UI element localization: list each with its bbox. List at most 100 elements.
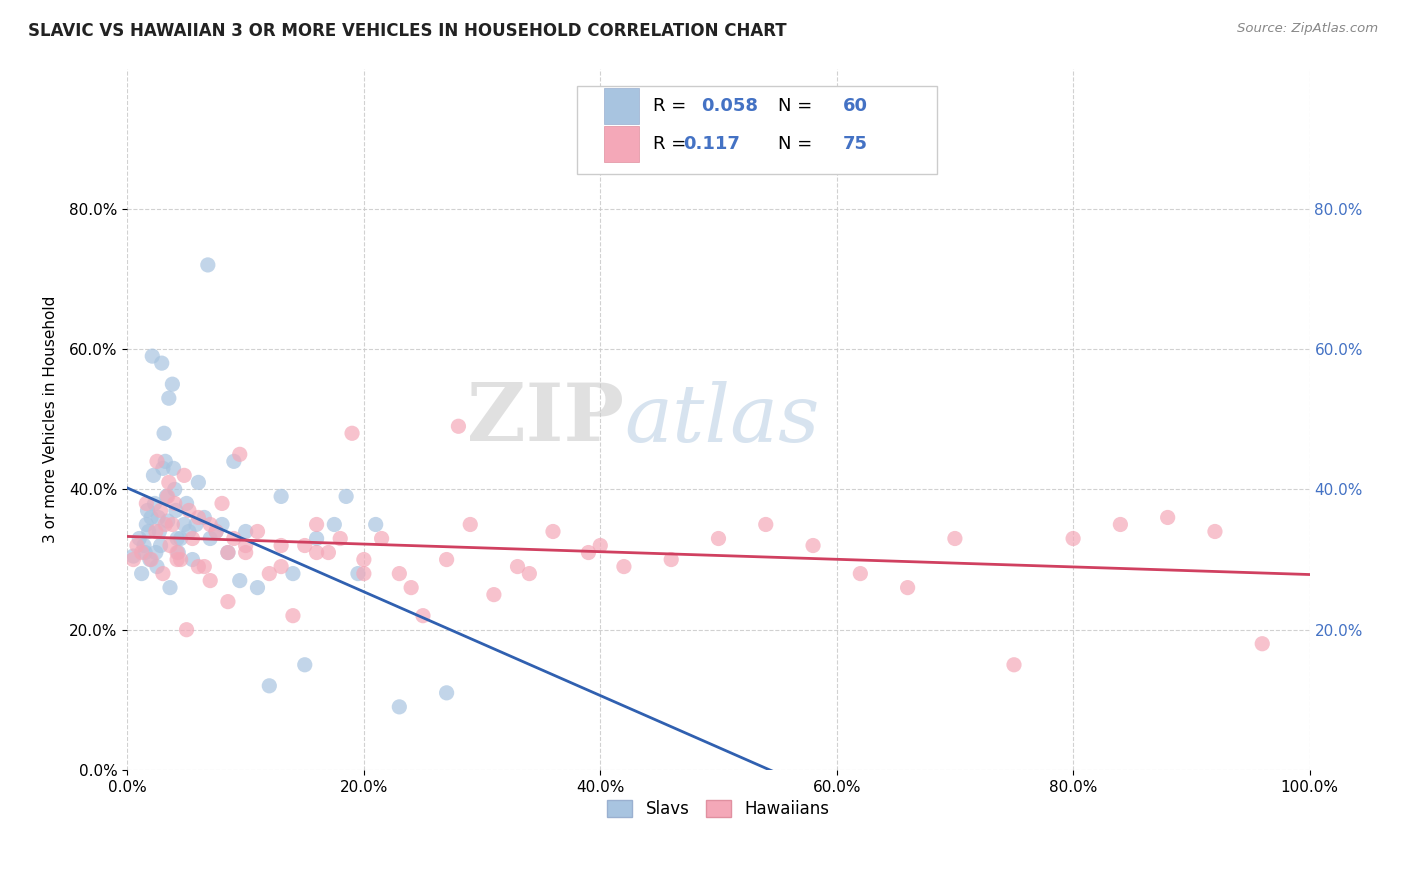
- Point: [200, 532, 222, 546]
- Point: [211, 496, 233, 510]
- Point: [181, 532, 204, 546]
- Point: [148, 524, 170, 539]
- Point: [135, 496, 157, 510]
- Point: [176, 496, 198, 510]
- Point: [659, 552, 682, 566]
- Point: [436, 552, 458, 566]
- Point: [184, 517, 207, 532]
- Point: [122, 549, 145, 563]
- Point: [157, 391, 180, 405]
- Point: [187, 559, 209, 574]
- Point: [136, 503, 159, 517]
- Point: [217, 545, 239, 559]
- Point: [897, 581, 920, 595]
- Text: N =: N =: [778, 97, 811, 115]
- Point: [149, 539, 172, 553]
- Point: [222, 454, 245, 468]
- Point: [294, 539, 316, 553]
- Point: [323, 517, 346, 532]
- Point: [388, 566, 411, 581]
- Text: R =: R =: [654, 135, 686, 153]
- Point: [167, 545, 190, 559]
- Text: Source: ZipAtlas.com: Source: ZipAtlas.com: [1237, 22, 1378, 36]
- Point: [162, 517, 184, 532]
- Point: [205, 524, 228, 539]
- Legend: Slavs, Hawaiians: Slavs, Hawaiians: [600, 793, 837, 825]
- Point: [166, 532, 188, 546]
- Point: [541, 524, 564, 539]
- Point: [259, 566, 281, 581]
- Point: [270, 490, 292, 504]
- Point: [370, 532, 392, 546]
- Point: [270, 559, 292, 574]
- Point: [181, 552, 204, 566]
- Point: [259, 679, 281, 693]
- Text: 0.058: 0.058: [700, 97, 758, 115]
- Point: [162, 461, 184, 475]
- Point: [176, 623, 198, 637]
- Point: [849, 566, 872, 581]
- Point: [155, 454, 177, 468]
- Point: [173, 468, 195, 483]
- Point: [139, 510, 162, 524]
- Point: [155, 517, 177, 532]
- Point: [281, 566, 304, 581]
- Point: [162, 377, 184, 392]
- Point: [155, 490, 177, 504]
- Point: [145, 524, 167, 539]
- Y-axis label: 3 or more Vehicles in Household: 3 or more Vehicles in Household: [44, 295, 58, 543]
- Point: [139, 552, 162, 566]
- Point: [1002, 657, 1025, 672]
- Point: [166, 552, 188, 566]
- Point: [187, 475, 209, 490]
- Point: [801, 539, 824, 553]
- Point: [447, 419, 470, 434]
- Point: [138, 524, 160, 539]
- Point: [340, 426, 363, 441]
- Point: [146, 559, 169, 574]
- Text: atlas: atlas: [624, 381, 820, 458]
- Point: [149, 503, 172, 517]
- Point: [132, 539, 155, 553]
- Point: [135, 517, 157, 532]
- Point: [482, 588, 505, 602]
- Point: [217, 594, 239, 608]
- Point: [353, 552, 375, 566]
- Point: [294, 657, 316, 672]
- Point: [305, 532, 328, 546]
- Point: [139, 552, 162, 566]
- Point: [353, 566, 375, 581]
- Point: [217, 545, 239, 559]
- Point: [152, 461, 174, 475]
- Point: [270, 539, 292, 553]
- Point: [246, 524, 269, 539]
- Point: [156, 514, 179, 528]
- Point: [173, 517, 195, 532]
- Point: [613, 559, 636, 574]
- Point: [205, 524, 228, 539]
- Point: [1156, 510, 1178, 524]
- Point: [200, 517, 222, 532]
- Bar: [603, 126, 640, 162]
- Text: R =: R =: [654, 97, 686, 115]
- Text: N =: N =: [778, 135, 811, 153]
- Point: [399, 581, 422, 595]
- Point: [229, 574, 252, 588]
- Point: [578, 545, 600, 559]
- Point: [318, 545, 340, 559]
- Point: [222, 532, 245, 546]
- Text: SLAVIC VS HAWAIIAN 3 OR MORE VEHICLES IN HOUSEHOLD CORRELATION CHART: SLAVIC VS HAWAIIAN 3 OR MORE VEHICLES IN…: [28, 22, 787, 40]
- Point: [329, 532, 352, 546]
- Point: [159, 581, 181, 595]
- Point: [193, 559, 215, 574]
- Point: [177, 503, 200, 517]
- Point: [169, 552, 191, 566]
- Point: [200, 574, 222, 588]
- Point: [755, 517, 778, 532]
- Point: [122, 552, 145, 566]
- Point: [246, 581, 269, 595]
- Point: [128, 532, 150, 546]
- Point: [436, 686, 458, 700]
- Text: 60: 60: [842, 97, 868, 115]
- Point: [166, 545, 188, 559]
